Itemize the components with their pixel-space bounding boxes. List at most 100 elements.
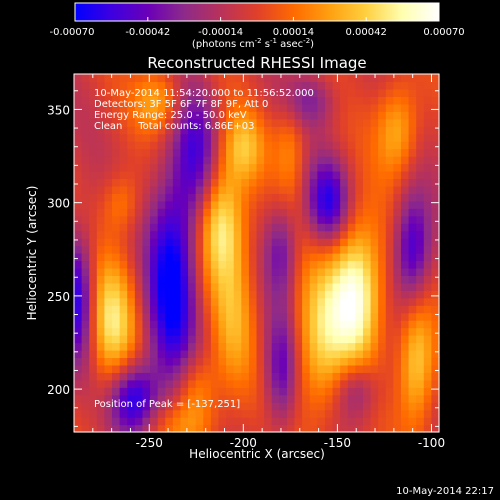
heatmap-cell (370, 156, 379, 165)
heatmap-cell (264, 178, 273, 187)
heatmap-cell (81, 417, 90, 426)
heatmap-cell (210, 163, 220, 172)
heatmap-cell (294, 200, 303, 209)
heatmap-cell (150, 103, 159, 112)
heatmap-cell (286, 133, 296, 142)
heatmap-cell (119, 126, 128, 135)
heatmap-cell (134, 402, 144, 411)
heatmap-cell (324, 170, 334, 180)
heatmap-cell (309, 208, 318, 217)
heatmap-cell (393, 357, 402, 366)
heatmap-cell (96, 230, 106, 239)
heatmap-cell (370, 335, 379, 344)
heatmap-cell (150, 126, 159, 135)
heatmap-cell (210, 335, 220, 344)
heatmap-cell (431, 223, 440, 232)
heatmap-cell (112, 267, 121, 276)
heatmap-cell (423, 81, 432, 90)
heatmap-cell (127, 402, 136, 411)
heatmap-cell (416, 335, 425, 344)
heatmap-cell (150, 312, 159, 321)
heatmap-cell (248, 103, 258, 112)
heatmap-cell (226, 357, 235, 366)
heatmap-cell (347, 387, 356, 396)
heatmap-cell (370, 253, 379, 262)
heatmap-cell (393, 394, 402, 403)
heatmap-cell (112, 133, 121, 142)
heatmap-cell (89, 387, 98, 396)
heatmap-cell (362, 275, 372, 284)
heatmap-cell (218, 267, 227, 276)
heatmap-cell (89, 185, 98, 194)
footer-timestamp: 10-May-2014 22:17 (396, 486, 494, 497)
heatmap-cell (210, 379, 220, 388)
heatmap-cell (74, 357, 83, 366)
heatmap-cell (355, 96, 364, 105)
heatmap-cell (400, 118, 410, 127)
heatmap-cell (188, 253, 197, 262)
heatmap-cell (188, 260, 197, 269)
heatmap-cell (165, 290, 174, 299)
heatmap-cell (340, 364, 349, 373)
heatmap-cell (142, 253, 151, 262)
heatmap-cell (340, 185, 349, 194)
heatmap-cell (423, 245, 432, 254)
heatmap-cell (210, 349, 220, 359)
heatmap-cell (294, 312, 303, 321)
heatmap-cell (317, 156, 326, 165)
heatmap-cell (286, 417, 296, 426)
heatmap-cell (150, 193, 159, 202)
heatmap-cell (362, 215, 372, 224)
heatmap-cell (165, 372, 174, 381)
heatmap-cell (195, 74, 204, 83)
heatmap-cell (385, 297, 394, 306)
heatmap-cell (172, 320, 182, 329)
heatmap-cell (340, 260, 349, 269)
heatmap-cell (165, 260, 174, 269)
heatmap-cell (309, 245, 318, 254)
heatmap-cell (134, 156, 144, 165)
heatmap-cell (112, 245, 121, 254)
heatmap-cell (218, 297, 227, 306)
heatmap-cell (393, 417, 402, 426)
heatmap-cell (370, 320, 379, 329)
heatmap-cell (271, 170, 280, 180)
heatmap-cell (210, 320, 220, 329)
heatmap-cell (309, 126, 318, 135)
heatmap-cell (241, 290, 250, 299)
heatmap-cell (142, 260, 151, 269)
heatmap-cell (96, 88, 106, 97)
heatmap-cell (423, 163, 432, 172)
heatmap-cell (104, 133, 113, 142)
heatmap-cell (104, 320, 113, 329)
heatmap-cell (423, 267, 432, 276)
heatmap-cell (96, 372, 106, 381)
heatmap-cell (332, 238, 341, 247)
heatmap-cell (385, 230, 394, 239)
heatmap-cell (89, 230, 98, 239)
heatmap-cell (248, 320, 258, 329)
heatmap-cell (340, 133, 349, 142)
heatmap-cell (150, 253, 159, 262)
heatmap-cell (74, 118, 83, 127)
heatmap-cell (279, 267, 288, 276)
heatmap-cell (385, 267, 394, 276)
heatmap-cell (96, 141, 106, 150)
heatmap-cell (256, 409, 265, 418)
heatmap-cell (324, 133, 334, 142)
heatmap-cell (142, 349, 151, 359)
heatmap-cell (195, 335, 204, 344)
heatmap-cell (340, 282, 349, 291)
heatmap-cell (89, 349, 98, 359)
heatmap-cell (172, 357, 182, 366)
heatmap-cell (400, 238, 410, 247)
heatmap-cell (165, 335, 174, 344)
heatmap-cell (416, 200, 425, 209)
heatmap-cell (279, 118, 288, 127)
heatmap-cell (119, 245, 128, 254)
heatmap-cell (81, 275, 90, 284)
heatmap-cell (393, 74, 402, 83)
heatmap-cell (142, 342, 151, 351)
heatmap-cell (241, 394, 250, 403)
heatmap-cell (74, 215, 83, 224)
